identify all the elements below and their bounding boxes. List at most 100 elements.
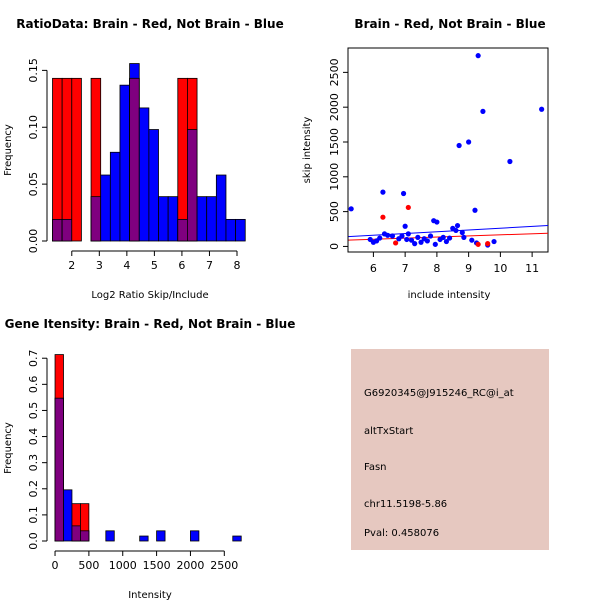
- bar-brain: [61, 77, 73, 242]
- point-not-brain: [418, 239, 424, 245]
- y-tick-label: 0.10: [27, 115, 40, 140]
- bar-not-brain: [232, 535, 242, 542]
- scatter-ylabel: skip intensity: [302, 117, 313, 184]
- x-tick-label: 500: [78, 559, 99, 572]
- y-tick-label: 0.0: [27, 532, 40, 550]
- x-tick-label: 2500: [210, 559, 238, 572]
- point-not-brain: [415, 234, 421, 240]
- point-not-brain: [412, 241, 418, 247]
- bar-not-brain: [235, 218, 246, 242]
- y-tick-label: 500: [328, 201, 341, 222]
- gene-name: Fasn: [364, 462, 387, 473]
- x-tick-label: 9: [465, 262, 472, 275]
- y-tick-label: 0.6: [27, 376, 40, 394]
- point-brain: [393, 240, 399, 246]
- y-tick-label: 0.4: [27, 428, 40, 446]
- bar-overlap: [71, 525, 81, 542]
- point-not-brain: [404, 236, 410, 243]
- bar-not-brain: [148, 129, 159, 242]
- point-not-brain: [400, 190, 407, 197]
- x-tick-label: 11: [525, 262, 539, 275]
- x-tick-label: 4: [123, 259, 130, 272]
- point-not-brain: [434, 219, 440, 225]
- y-tick-label: 2000: [328, 93, 341, 121]
- bar-overlap: [187, 129, 198, 242]
- bar-not-brain: [167, 196, 179, 242]
- ratio-histogram: RatioData: Brain - Red, Not Brain - Blue…: [3, 17, 284, 301]
- x-tick-label: 10: [493, 262, 507, 275]
- point-not-brain: [480, 108, 486, 114]
- point-brain: [405, 204, 411, 211]
- bar-brain: [52, 77, 63, 242]
- point-not-brain: [385, 232, 391, 238]
- bar-not-brain: [190, 530, 200, 542]
- y-tick-label: 0.7: [27, 349, 40, 367]
- point-not-brain: [440, 234, 446, 240]
- point-not-brain: [446, 235, 453, 241]
- bar-not-brain: [119, 84, 131, 242]
- point-not-brain: [424, 238, 430, 244]
- point-brain: [380, 214, 386, 220]
- ratio-histogram-axes: 0.00 0.05 0.10 0.15 2 3 4 5 6 7 8: [27, 58, 240, 272]
- y-tick-label: 2500: [328, 58, 341, 86]
- gene-intensity-histogram: Gene Itensity: Brain - Red, Not Brain - …: [3, 317, 295, 600]
- x-tick-label: 7: [206, 259, 213, 272]
- bar-not-brain: [138, 107, 150, 242]
- bar-not-brain: [225, 218, 237, 242]
- bar-not-brain: [215, 174, 227, 242]
- bar-not-brain: [158, 196, 169, 242]
- bar-not-brain: [196, 196, 208, 242]
- ratio-histogram-ylabel: Frequency: [3, 124, 14, 176]
- y-tick-label: 0.3: [27, 454, 40, 472]
- point-not-brain: [380, 189, 386, 195]
- x-tick-label: 8: [433, 262, 440, 275]
- point-not-brain: [459, 229, 465, 236]
- bar-overlap: [90, 196, 102, 242]
- bar-overlap: [54, 397, 64, 542]
- ratio-histogram-xlabel: Log2 Ratio Skip/Include: [91, 290, 208, 301]
- point-not-brain: [377, 235, 383, 241]
- bar-overlap: [177, 218, 188, 242]
- point-not-brain: [389, 233, 396, 239]
- y-tick-label: 0.05: [27, 172, 40, 197]
- x-tick-label: 3: [96, 259, 103, 272]
- bar-not-brain: [156, 530, 166, 542]
- point-not-brain: [399, 233, 405, 239]
- probe-id: G6920345@J915246_RC@i_at: [364, 388, 514, 399]
- x-tick-label: 5: [151, 259, 158, 272]
- gene-intensity-xlabel: Intensity: [128, 590, 172, 600]
- x-tick-label: 6: [178, 259, 185, 272]
- info-panel: G6920345@J915246_RC@i_at altTxStart Fasn…: [351, 349, 549, 550]
- x-tick-label: 2000: [176, 559, 204, 572]
- bar-overlap: [61, 218, 73, 242]
- point-not-brain: [475, 53, 481, 59]
- x-tick-label: 8: [233, 259, 240, 272]
- fit-line-not-brain: [347, 225, 549, 238]
- point-not-brain: [453, 227, 459, 234]
- scatter-xlabel: include intensity: [408, 290, 491, 301]
- y-tick-label: 1000: [328, 163, 341, 191]
- point-not-brain: [461, 234, 467, 240]
- y-tick-label: 0.2: [27, 480, 40, 498]
- bar-overlap: [129, 77, 140, 242]
- bar-not-brain: [206, 196, 217, 242]
- ratio-histogram-bars: [52, 63, 246, 242]
- point-not-brain: [472, 207, 478, 213]
- point-not-brain: [469, 237, 475, 243]
- bar-not-brain: [100, 174, 111, 242]
- bar-brain: [71, 77, 82, 242]
- event-type: altTxStart: [364, 426, 413, 437]
- x-tick-label: 1500: [143, 559, 171, 572]
- x-tick-label: 7: [402, 262, 409, 275]
- bar-overlap: [52, 218, 63, 242]
- y-tick-label: 0.15: [27, 58, 40, 83]
- point-brain: [475, 241, 481, 247]
- x-tick-label: 6: [370, 262, 377, 275]
- point-not-brain: [348, 206, 354, 212]
- y-tick-label: 0.1: [27, 506, 40, 524]
- point-not-brain: [427, 233, 434, 239]
- point-not-brain: [443, 238, 450, 245]
- x-tick-label: 0: [52, 559, 59, 572]
- point-not-brain: [405, 231, 411, 237]
